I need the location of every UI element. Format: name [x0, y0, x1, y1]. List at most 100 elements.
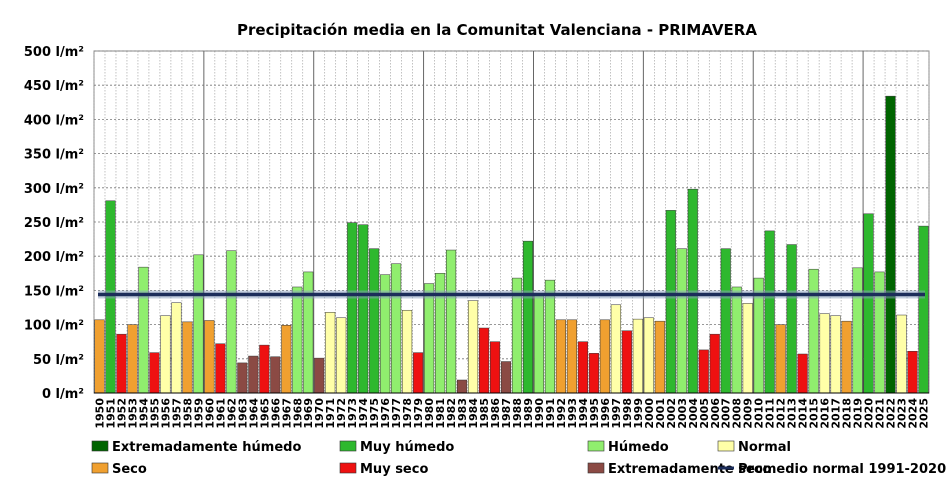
y-tick-label: 450 l/m² [24, 79, 84, 94]
legend: Extremadamente húmedo Muy húmedo Húmedo Nor… [91, 440, 946, 477]
bar-1980 [424, 283, 435, 394]
bar-1972 [336, 317, 347, 394]
bar-1978 [402, 309, 413, 394]
x-tick-label-1973: 1973 [346, 398, 359, 429]
legend-swatch-humedo [587, 440, 605, 452]
bar-2015 [808, 268, 819, 394]
legend-swatch-muy_humedo [339, 440, 357, 452]
x-tick-label-1992: 1992 [555, 398, 568, 429]
x-tick-label-1978: 1978 [401, 398, 414, 429]
legend-swatch-ext_seco [587, 462, 605, 474]
legend-label-humedo: Húmedo [608, 440, 669, 455]
chart-title: Precipitación media en la Comunitat Vale… [237, 21, 757, 39]
legend-label-normal: Normal [738, 440, 791, 455]
legend-label-ext_seco: Extremadamente seco [608, 462, 772, 477]
bar-1966 [270, 356, 281, 394]
bar-2014 [797, 353, 808, 394]
bar-2025 [918, 225, 929, 394]
bar-1952 [116, 333, 127, 394]
x-tick-label-2009: 2009 [742, 398, 755, 429]
x-tick-label-1950: 1950 [93, 398, 106, 429]
bar-1957 [171, 302, 182, 394]
x-tick-label-2005: 2005 [698, 398, 711, 429]
x-tick-label-1974: 1974 [357, 398, 370, 429]
y-tick-label: 400 l/m² [24, 113, 84, 128]
x-tick-label-1959: 1959 [192, 398, 205, 429]
x-tick-label-2001: 2001 [654, 398, 667, 429]
bar-1979 [413, 352, 424, 394]
x-tick-label-1986: 1986 [489, 398, 502, 429]
bar-2009 [742, 303, 753, 394]
x-tick-label-1958: 1958 [181, 398, 194, 429]
x-tick-label-2008: 2008 [731, 398, 744, 429]
x-tick-label-1964: 1964 [247, 398, 260, 429]
bars-layer [94, 95, 929, 394]
x-tick-label-1975: 1975 [368, 398, 381, 429]
legend-label-line: Promedio normal 1991-2020 [738, 462, 946, 477]
x-tick-label-1955: 1955 [148, 398, 161, 429]
bar-1954 [138, 266, 149, 394]
bar-1996 [599, 319, 610, 394]
x-tick-label-1954: 1954 [137, 398, 150, 429]
legend-label-muy_seco: Muy seco [360, 462, 428, 477]
legend-swatch-ext_humedo [91, 440, 109, 452]
x-tick-label-1985: 1985 [478, 398, 491, 429]
bar-1965 [259, 344, 270, 394]
bar-1961 [215, 343, 226, 394]
x-tick-label-2018: 2018 [841, 398, 854, 429]
bar-1971 [325, 312, 336, 394]
bar-2003 [676, 248, 687, 394]
x-tick-label-1956: 1956 [159, 398, 172, 429]
bar-2022 [885, 95, 896, 394]
bar-2001 [654, 320, 665, 394]
y-tick-label: 200 l/m² [24, 250, 84, 265]
bar-1994 [577, 341, 588, 394]
bar-1967 [281, 325, 292, 394]
x-tick-label-2007: 2007 [720, 398, 733, 429]
bar-2024 [907, 351, 918, 394]
legend-label-seco: Seco [112, 462, 147, 477]
bar-1975 [369, 248, 380, 394]
bar-2012 [775, 324, 786, 394]
bar-2017 [830, 315, 841, 394]
x-tick-label-1998: 1998 [621, 398, 634, 429]
y-tick-label: 250 l/m² [24, 216, 84, 231]
x-tick-label-1997: 1997 [610, 398, 623, 429]
legend-swatch-muy_seco [339, 462, 357, 474]
bar-1964 [248, 355, 259, 394]
x-tick-label-2011: 2011 [764, 398, 777, 429]
x-tick-label-1951: 1951 [104, 398, 117, 429]
x-tick-label-1960: 1960 [203, 398, 216, 429]
x-tick-label-2006: 2006 [709, 398, 722, 429]
x-tick-label-1990: 1990 [533, 398, 546, 429]
legend-swatch-seco [91, 462, 109, 474]
bar-1953 [127, 324, 138, 394]
bar-1955 [149, 352, 160, 394]
x-tick-label-2010: 2010 [753, 398, 766, 429]
bar-1973 [347, 222, 358, 394]
bar-2011 [764, 230, 775, 394]
x-tick-label-1969: 1969 [302, 398, 315, 429]
bar-1968 [292, 286, 303, 394]
x-tick-label-2002: 2002 [665, 398, 678, 429]
x-tick-label-1988: 1988 [511, 398, 524, 429]
bar-1998 [621, 330, 632, 394]
x-tick-label-2014: 2014 [797, 398, 810, 429]
x-tick-label-2019: 2019 [852, 398, 865, 429]
bar-2019 [852, 267, 863, 394]
bar-1989 [522, 240, 534, 394]
bar-1986 [489, 341, 501, 394]
bar-1987 [500, 361, 512, 394]
x-tick-label-1977: 1977 [390, 398, 403, 429]
y-tick-label: 300 l/m² [24, 182, 84, 197]
x-tick-label-1989: 1989 [522, 398, 535, 429]
bar-1974 [358, 224, 369, 394]
y-tick-label: 50 l/m² [33, 353, 84, 368]
x-tick-label-1970: 1970 [313, 398, 326, 429]
bar-1959 [193, 254, 204, 394]
x-tick-label-2023: 2023 [896, 398, 909, 429]
bar-2002 [665, 210, 676, 394]
x-tick-label-2013: 2013 [786, 398, 799, 429]
x-tick-label-1996: 1996 [599, 398, 612, 429]
x-tick-label-1981: 1981 [434, 398, 447, 429]
